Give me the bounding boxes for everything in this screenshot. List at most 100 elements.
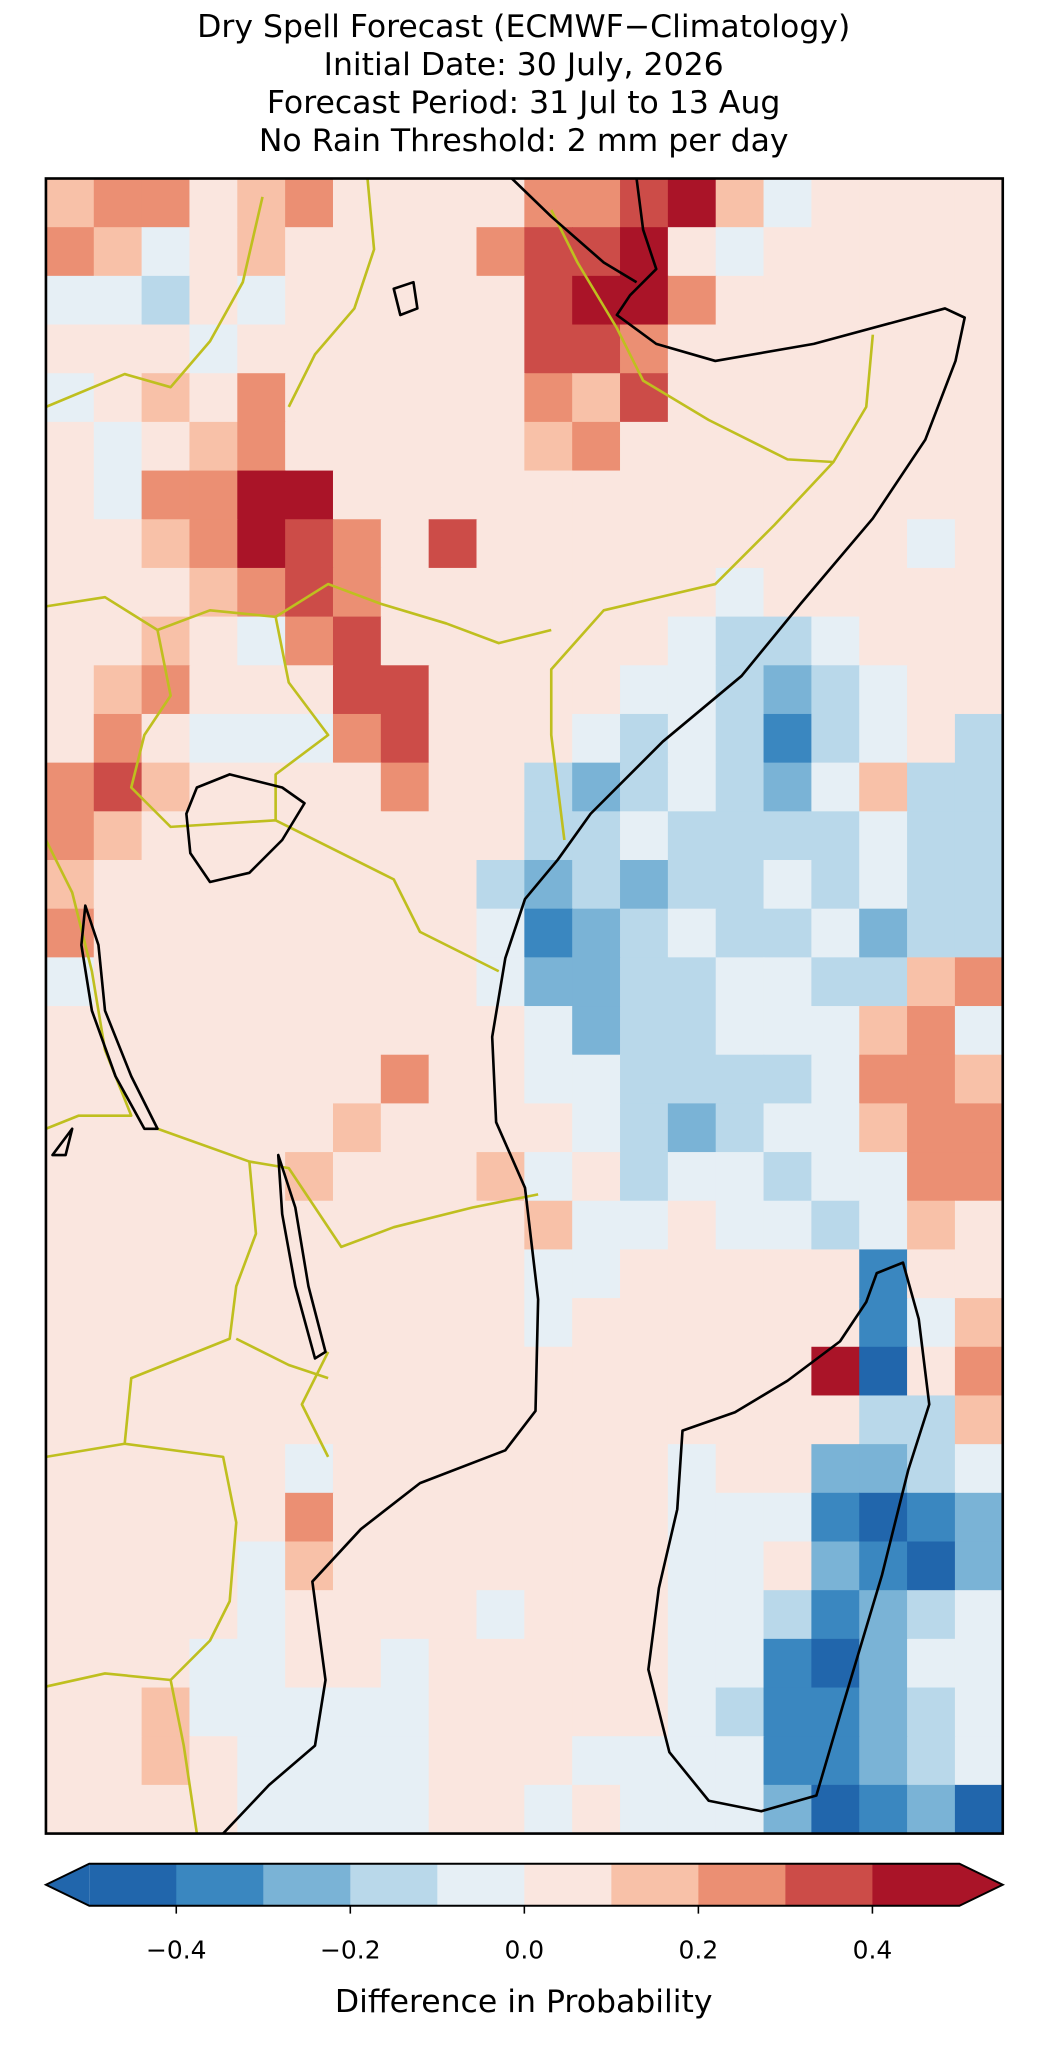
grid-cell <box>524 713 573 764</box>
grid-cell <box>907 665 956 715</box>
grid-cell <box>620 275 669 326</box>
grid-cell <box>428 762 478 813</box>
grid-cell <box>285 519 334 569</box>
grid-cell <box>285 567 334 618</box>
grid-cell <box>572 1590 621 1640</box>
grid-cell <box>667 762 717 813</box>
grid-cell <box>859 275 908 326</box>
grid-cell <box>476 421 526 472</box>
grid-cell <box>572 616 621 667</box>
grid-cell <box>667 713 717 764</box>
grid-cell <box>428 1249 478 1299</box>
grid-cell <box>859 713 908 764</box>
grid-cell <box>620 1298 669 1348</box>
grid-cell <box>93 1492 143 1543</box>
grid-cell <box>189 1103 239 1153</box>
grid-cell <box>715 1200 765 1251</box>
grid-cell <box>954 1444 1003 1494</box>
grid-cell <box>811 567 861 618</box>
grid-cell <box>237 859 286 910</box>
grid-cell <box>380 1590 430 1640</box>
grid-cell <box>285 1784 334 1834</box>
grid-cell <box>907 957 956 1007</box>
grid-cell <box>380 1638 430 1689</box>
grid-cell <box>380 275 430 326</box>
grid-cell <box>907 811 956 861</box>
grid-cell <box>141 421 191 472</box>
grid-cell <box>45 1395 95 1445</box>
grid-cell <box>476 324 526 375</box>
grid-cell <box>93 421 143 472</box>
grid-cell <box>237 908 286 959</box>
grid-cell <box>141 859 191 910</box>
grid-cell <box>189 908 239 959</box>
grid-cell <box>859 1200 908 1251</box>
grid-cell <box>907 1346 956 1397</box>
grid-cell <box>189 1736 239 1786</box>
grid-cell <box>524 957 573 1007</box>
grid-cell <box>332 1395 382 1445</box>
grid-cell <box>667 1152 717 1202</box>
grid-cell <box>476 1687 526 1737</box>
grid-cell <box>45 1006 95 1056</box>
colorbar-segment <box>176 1863 264 1906</box>
grid-cell <box>476 665 526 715</box>
grid-cell <box>907 616 956 667</box>
grid-cell <box>811 1444 861 1494</box>
grid-cell <box>859 811 908 861</box>
grid-cell <box>620 1736 669 1786</box>
grid-cell <box>141 762 191 813</box>
grid-cell <box>285 1492 334 1543</box>
grid-cell <box>859 1687 908 1737</box>
grid-cell <box>811 178 861 228</box>
grid-cell <box>524 1249 573 1299</box>
grid-cell <box>45 859 95 910</box>
grid-cell <box>572 1249 621 1299</box>
grid-cell <box>476 762 526 813</box>
grid-cell <box>811 1346 861 1397</box>
grid-cell <box>237 1395 286 1445</box>
grid-cell <box>859 1784 908 1834</box>
grid-cell <box>332 1103 382 1153</box>
grid-cell <box>524 324 573 375</box>
grid-cell <box>715 1492 765 1543</box>
grid-cell <box>93 178 143 228</box>
grid-cell <box>667 1687 717 1737</box>
grid-cell <box>380 1784 430 1834</box>
grid-cell <box>763 470 813 521</box>
grid-cell <box>667 1103 717 1153</box>
grid-cell <box>476 1736 526 1786</box>
grid-cell <box>954 1298 1003 1348</box>
grid-cell <box>189 470 239 521</box>
grid-cell <box>332 1590 382 1640</box>
grid-cell <box>524 567 573 618</box>
grid-cell <box>859 1103 908 1153</box>
grid-cell <box>285 713 334 764</box>
grid-cell <box>907 178 956 228</box>
grid-cell <box>380 1541 430 1591</box>
grid-cell <box>189 1444 239 1494</box>
grid-cell <box>45 519 95 569</box>
grid-cell <box>524 762 573 813</box>
grid-cell <box>572 1736 621 1786</box>
grid-cell <box>189 665 239 715</box>
grid-cell <box>667 373 717 423</box>
grid-cell <box>428 227 478 277</box>
grid-cell <box>285 421 334 472</box>
grid-cell <box>285 665 334 715</box>
grid-cell <box>859 567 908 618</box>
grid-cell <box>380 957 430 1007</box>
grid-cell <box>859 1395 908 1445</box>
grid-cell <box>380 470 430 521</box>
grid-cell <box>954 519 1003 569</box>
grid-cell <box>237 1687 286 1737</box>
grid-cell <box>380 178 430 228</box>
grid-cell <box>715 811 765 861</box>
grid-cell <box>859 1006 908 1056</box>
grid-cell <box>93 665 143 715</box>
grid-cell <box>189 1395 239 1445</box>
grid-cell <box>524 811 573 861</box>
grid-cell <box>763 1541 813 1591</box>
grid-cell <box>428 373 478 423</box>
